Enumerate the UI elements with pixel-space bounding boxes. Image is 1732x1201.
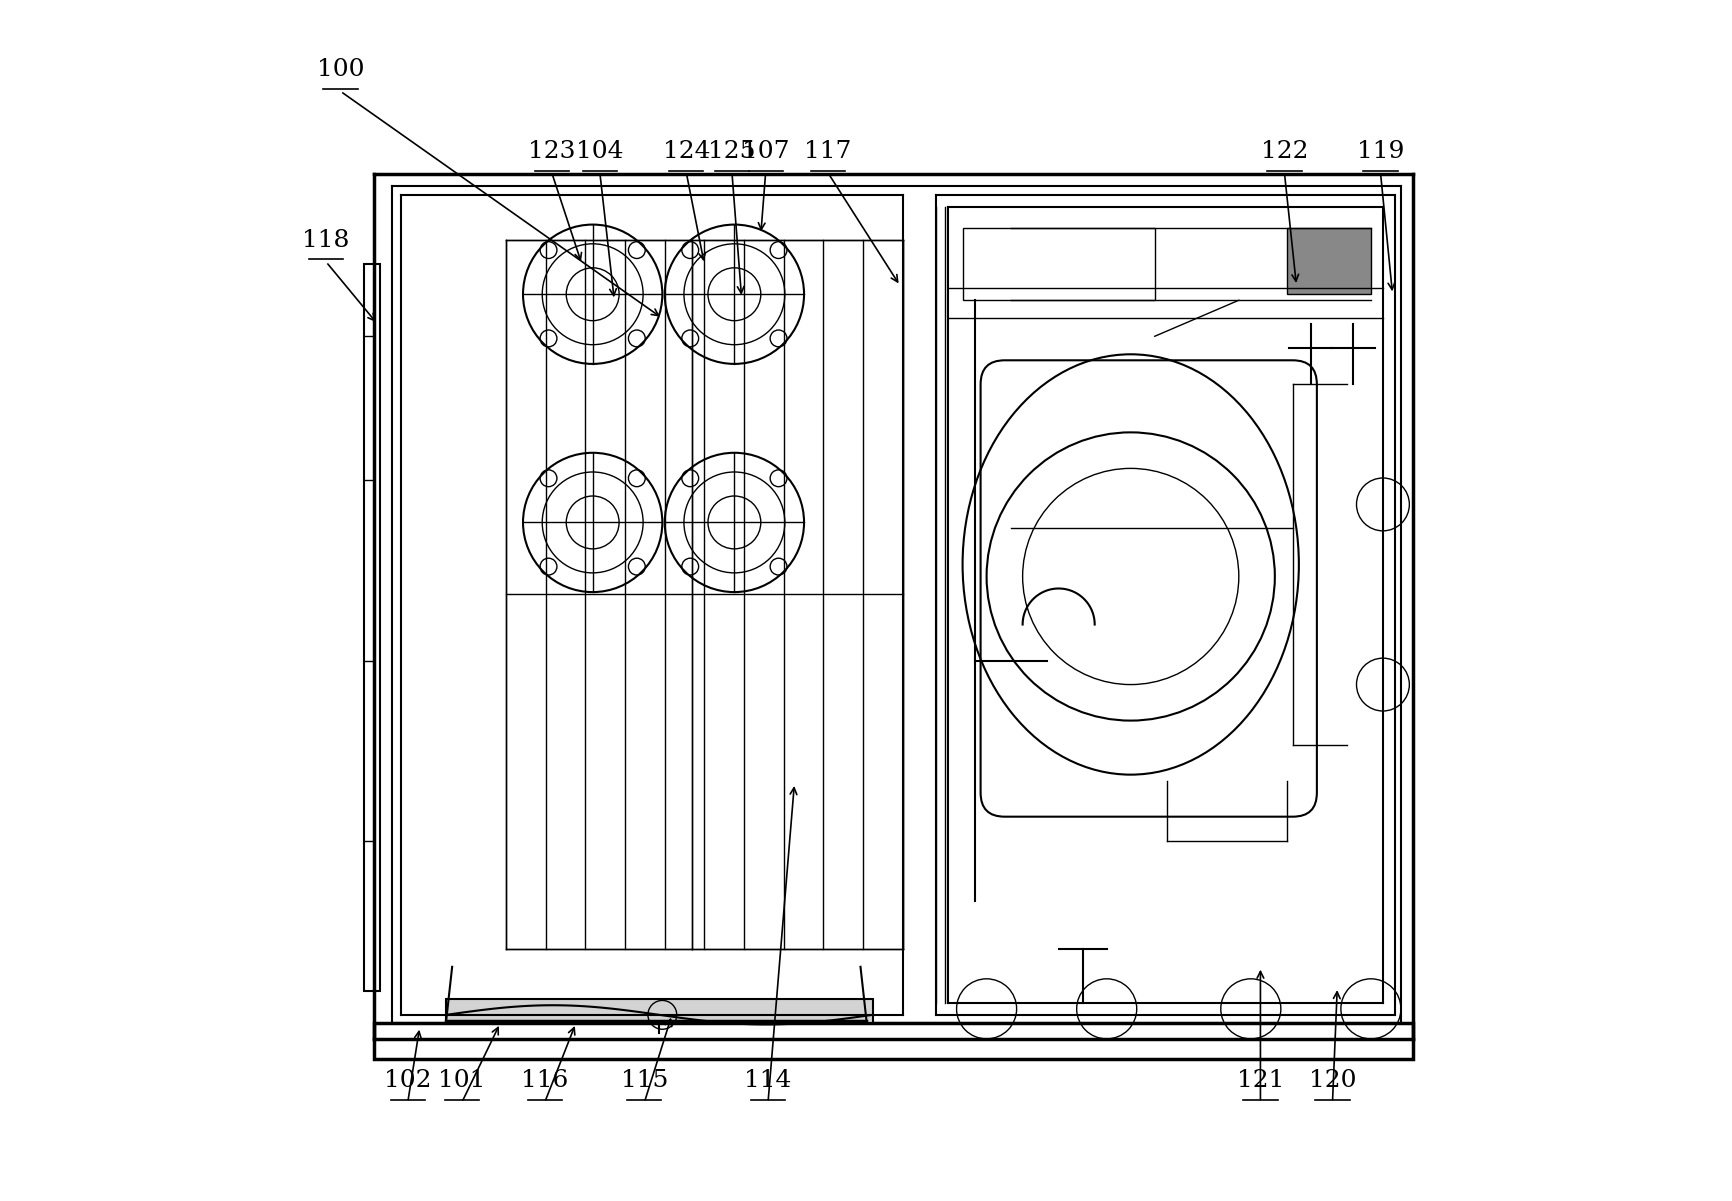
Text: 124: 124 xyxy=(662,139,710,163)
Bar xyxy=(374,1023,1412,1059)
Bar xyxy=(1287,228,1370,294)
Text: 101: 101 xyxy=(438,1069,485,1093)
Text: 121: 121 xyxy=(1237,1069,1283,1093)
Bar xyxy=(445,999,871,1023)
Bar xyxy=(364,264,379,991)
Text: 116: 116 xyxy=(521,1069,568,1093)
Text: 107: 107 xyxy=(741,139,788,163)
Text: 123: 123 xyxy=(528,139,575,163)
Text: 118: 118 xyxy=(301,228,350,252)
Text: 120: 120 xyxy=(1308,1069,1356,1093)
Text: 102: 102 xyxy=(385,1069,431,1093)
Text: 100: 100 xyxy=(317,58,364,82)
Text: 125: 125 xyxy=(708,139,755,163)
Text: 122: 122 xyxy=(1259,139,1308,163)
Text: 114: 114 xyxy=(745,1069,792,1093)
Text: 115: 115 xyxy=(620,1069,667,1093)
Text: 117: 117 xyxy=(804,139,850,163)
Text: 104: 104 xyxy=(575,139,624,163)
Text: 119: 119 xyxy=(1356,139,1403,163)
Bar xyxy=(961,228,1154,300)
